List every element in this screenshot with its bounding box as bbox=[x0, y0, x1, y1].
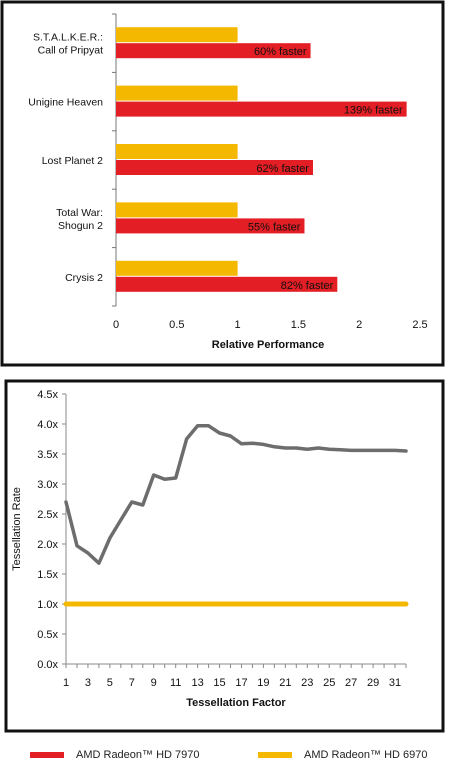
bar-hd6970 bbox=[116, 202, 238, 218]
y-tick-label: 0.0x bbox=[37, 659, 58, 671]
legend-swatch-hd7970 bbox=[30, 752, 64, 758]
legend-item-hd6970: AMD Radeon™ HD 6970 bbox=[258, 749, 428, 761]
line-chart-frame bbox=[4, 379, 445, 733]
y-tick-label: 1.5x bbox=[37, 569, 58, 581]
y-tick-label: 3.0x bbox=[37, 479, 58, 491]
y-tick-label: 4.5x bbox=[37, 389, 58, 401]
category-label: Crysis 2 bbox=[65, 272, 103, 284]
bar-chart-frame bbox=[0, 0, 445, 367]
x-tick-label: 1 bbox=[235, 319, 241, 331]
x-axis-title: Tessellation Factor bbox=[186, 697, 286, 709]
x-tick-label: 23 bbox=[301, 677, 313, 689]
bar-data-label: 60% faster bbox=[254, 46, 307, 58]
x-tick-label: 29 bbox=[367, 677, 379, 689]
bar-hd6970 bbox=[116, 260, 238, 276]
x-tick-label: 7 bbox=[129, 677, 135, 689]
x-tick-label: 25 bbox=[323, 677, 335, 689]
x-tick-label: 21 bbox=[279, 677, 291, 689]
figure: 60% faster S.T.A.L.K.E.R.: Call of Pripyat… bbox=[0, 0, 445, 733]
x-tick-label: 13 bbox=[191, 677, 203, 689]
category-label-line: Total War: bbox=[56, 207, 103, 219]
y-tick-label: 4.0x bbox=[37, 419, 58, 431]
y-tick-label: 1.0x bbox=[37, 599, 58, 611]
bar-chart: 60% faster S.T.A.L.K.E.R.: Call of Pripyat… bbox=[28, 13, 428, 351]
legend: AMD Radeon™ HD 7970 AMD Radeon™ HD 6970 bbox=[0, 735, 453, 768]
bar-data-label: 55% faster bbox=[248, 221, 301, 233]
x-tick-label: 5 bbox=[107, 677, 113, 689]
x-tick-label: 19 bbox=[257, 677, 269, 689]
category-label-line: Call of Pripyat bbox=[38, 45, 103, 57]
bar-hd7970 bbox=[116, 160, 313, 175]
category-label-line: S.T.A.L.K.E.R.: bbox=[33, 32, 103, 44]
legend-item-hd7970: AMD Radeon™ HD 7970 bbox=[30, 749, 200, 761]
category-label-line: Shogun 2 bbox=[58, 220, 103, 232]
y-tick-label: 2.5x bbox=[37, 509, 58, 521]
bar-data-label: 139% faster bbox=[344, 105, 403, 117]
y-axis-title: Tessellation Rate bbox=[11, 487, 23, 571]
x-tick-label: 17 bbox=[235, 677, 247, 689]
x-tick-label: 9 bbox=[151, 677, 157, 689]
bar-hd7970 bbox=[116, 43, 311, 59]
category-label-line: Lost Planet 2 bbox=[42, 155, 103, 167]
series-line-hd7970 bbox=[64, 424, 408, 565]
bar-hd6970 bbox=[116, 27, 238, 43]
x-axis-title: Relative Performance bbox=[212, 339, 325, 351]
legend-label-hd7970: AMD Radeon™ HD 7970 bbox=[76, 749, 200, 761]
category-label: S.T.A.L.K.E.R.: Call of Pripyat bbox=[33, 32, 103, 57]
bar-data-label: 82% faster bbox=[281, 280, 334, 292]
x-tick-label: 2.5 bbox=[412, 319, 427, 331]
category-label: Lost Planet 2 bbox=[42, 155, 103, 167]
category-label: Total War: Shogun 2 bbox=[56, 207, 103, 232]
bar-hd7970 bbox=[116, 276, 338, 292]
category-label-line: Unigine Heaven bbox=[28, 97, 103, 109]
bar-hd7970 bbox=[116, 218, 305, 234]
x-tick-label: 0.5 bbox=[169, 319, 184, 331]
legend-label-hd6970: AMD Radeon™ HD 6970 bbox=[304, 749, 428, 761]
category-label: Unigine Heaven bbox=[28, 97, 103, 109]
legend-swatch-hd6970 bbox=[258, 752, 292, 758]
bar-hd6970 bbox=[116, 144, 238, 159]
bar-data-label: 62% faster bbox=[256, 163, 309, 175]
y-tick-label: 3.5x bbox=[37, 449, 58, 461]
x-tick-label: 1 bbox=[63, 677, 69, 689]
bar-hd6970 bbox=[116, 85, 238, 101]
x-tick-label: 31 bbox=[389, 677, 401, 689]
bar-hd7970 bbox=[116, 101, 407, 117]
y-tick-label: 2.0x bbox=[37, 539, 58, 551]
x-tick-label: 0 bbox=[113, 319, 119, 331]
y-tick-label: 0.5x bbox=[37, 629, 58, 641]
x-tick-label: 27 bbox=[345, 677, 357, 689]
x-tick-label: 15 bbox=[213, 677, 225, 689]
x-tick-label: 1.5 bbox=[291, 319, 306, 331]
x-tick-label: 2 bbox=[356, 319, 362, 331]
x-tick-label: 3 bbox=[85, 677, 91, 689]
line-chart: 0.0x 0.5x 1.0x 1.5x 2.0x 2.5x 3.0x 3.5x 4.0x 4.5x… bbox=[11, 389, 409, 709]
x-tick-label: 11 bbox=[170, 677, 181, 689]
category-label-line: Crysis 2 bbox=[65, 272, 103, 284]
